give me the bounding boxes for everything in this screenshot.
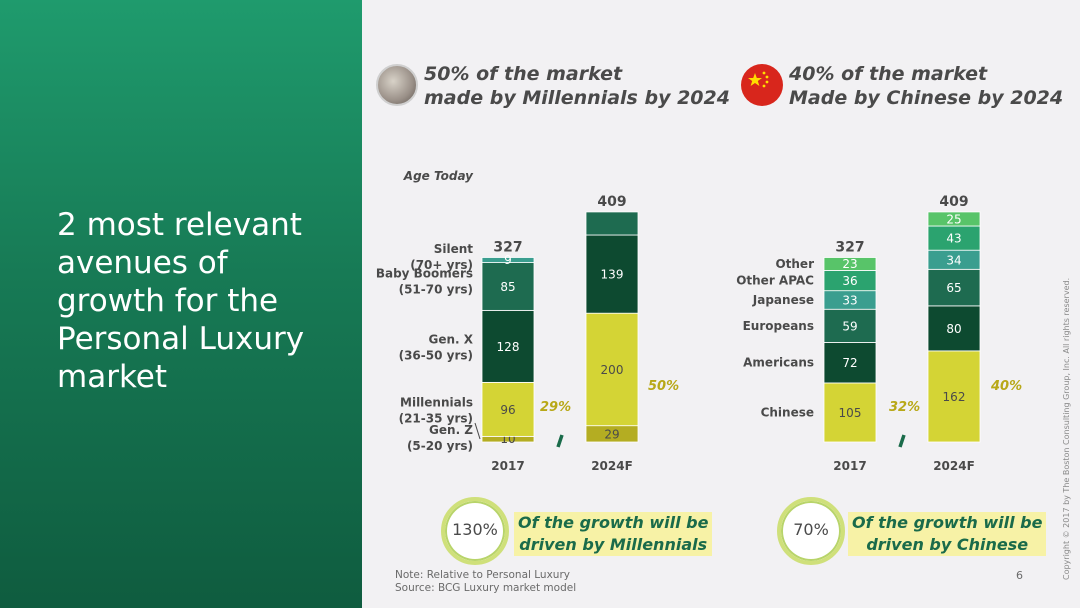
- nationality-chart-bar-1-0: [927, 350, 981, 443]
- nationality-chart-series-label: Europeans: [743, 319, 814, 333]
- nationality-chart-value-label: 23: [842, 257, 857, 271]
- left-header-line2: made by Millennials by 2024: [424, 87, 730, 109]
- age-chart-series-label: Silent: [434, 242, 474, 256]
- age-chart-bar-0-3: [481, 262, 535, 311]
- age-chart-total-label: 327: [493, 240, 522, 256]
- nationality-chart-bar-1-1: [927, 305, 981, 352]
- age-chart-value-label: 96: [500, 403, 515, 417]
- nationality-chart-share-label: 32%: [889, 400, 920, 415]
- nationality-chart-value-label: 65: [946, 281, 961, 295]
- left-header: 50% of the market made by Millennials by…: [424, 62, 730, 110]
- age-chart-series-sublabel: (5-20 yrs): [407, 439, 473, 453]
- nationality-chart-value-label: 43: [946, 232, 961, 246]
- nationality-chart-total-label: 327: [835, 240, 864, 256]
- nationality-chart-series-label: Other: [775, 257, 814, 271]
- age-chart-bar-1-1: [585, 312, 639, 427]
- left-growth-text: Of the growth will be driven by Millenni…: [514, 512, 713, 556]
- nationality-chart-value-label: 59: [842, 319, 857, 333]
- nationality-chart-bar-1-2: [927, 268, 981, 307]
- age-chart-share-label: 50%: [648, 379, 679, 394]
- age-chart-series-sublabel: (51-70 yrs): [399, 282, 473, 296]
- nationality-chart-value-label: 36: [842, 274, 857, 288]
- age-today-annotation: Age Today: [403, 169, 474, 183]
- age-chart-series-sublabel: (36-50 yrs): [399, 348, 473, 362]
- millennials-photo-icon: [376, 64, 418, 106]
- nationality-chart-total-label: 409: [939, 194, 968, 210]
- nationality-chart-x-tick-label: 2017: [833, 459, 866, 473]
- left-growth-circle: 130%: [441, 497, 509, 565]
- right-growth-percent: 70%: [793, 520, 829, 539]
- page-number: 6: [1016, 569, 1023, 582]
- age-chart-break-marker: [556, 434, 564, 448]
- nationality-chart-bar-0-5: [823, 257, 877, 271]
- age-chart-value-label: 200: [601, 363, 624, 377]
- nationality-chart-value-label: 162: [943, 390, 966, 404]
- china-flag-icon: [741, 64, 783, 106]
- nationality-chart-bar-1-4: [927, 225, 981, 251]
- nationality-chart-value-label: 72: [842, 356, 857, 370]
- nationality-chart-value-label: 25: [946, 212, 961, 226]
- nationality-chart-value-label: 34: [946, 253, 961, 267]
- nationality-chart-value-label: 105: [839, 406, 862, 420]
- age-chart-series-sublabel: (70+ yrs): [410, 258, 473, 272]
- nationality-chart-bar-0-0: [823, 382, 877, 443]
- right-header-line1: 40% of the market: [789, 63, 988, 85]
- source-text: Source: BCG Luxury market model: [395, 582, 577, 594]
- nationality-chart-break-marker: [898, 434, 906, 448]
- nationality-chart-bar-0-1: [823, 342, 877, 384]
- age-chart-value-label: 85: [500, 280, 515, 294]
- age-chart-x-tick-label: 2024F: [591, 459, 633, 473]
- age-chart-bar-1-2: [585, 234, 639, 314]
- genz-leader-line: [474, 422, 481, 440]
- age-chart-value-label: 9: [504, 253, 512, 267]
- age-chart-series-sublabel: (21-35 yrs): [399, 411, 473, 425]
- age-chart-total-label: 409: [597, 194, 626, 210]
- nationality-chart-bar-0-2: [823, 308, 877, 343]
- nationality-chart-series-label: Other APAC: [736, 274, 814, 288]
- age-chart-bar-1-3: [585, 211, 639, 236]
- left-panel: [0, 0, 362, 608]
- flag-stars: [748, 71, 769, 88]
- left-header-line1: 50% of the market: [424, 63, 623, 85]
- right-growth-circle: 70%: [777, 497, 845, 565]
- age-chart-x-tick-label: 2017: [491, 459, 524, 473]
- age-chart-share-label: 29%: [540, 400, 571, 415]
- nationality-chart-value-label: 80: [946, 322, 961, 336]
- age-chart-value-label: 128: [497, 340, 520, 354]
- nationality-chart-bar-1-5: [927, 211, 981, 227]
- age-chart-series-label: Gen. X: [428, 332, 473, 346]
- right-header-line2: Made by Chinese by 2024: [789, 87, 1064, 109]
- nationality-chart-series-label: Japanese: [752, 293, 814, 307]
- age-chart-series-label: Gen. Z: [429, 423, 473, 437]
- age-chart-bar-0-4: [481, 257, 535, 263]
- footnote: Note: Relative to Personal Luxury Source…: [395, 569, 576, 595]
- nationality-chart-series-label: Americans: [743, 356, 814, 370]
- right-growth-text: Of the growth will be driven by Chinese: [848, 512, 1047, 556]
- age-chart-series-label: Millennials: [400, 395, 473, 409]
- age-chart-value-label: 29: [604, 427, 619, 441]
- nationality-chart-x-tick-label: 2024F: [933, 459, 975, 473]
- nationality-chart-value-label: 33: [842, 293, 857, 307]
- slide-title: 2 most relevant avenues of growth for th…: [57, 207, 305, 395]
- age-chart-series-label: Baby Boomers: [376, 266, 473, 280]
- nationality-chart-share-label: 40%: [990, 379, 1022, 394]
- nationality-chart-series-label: Chinese: [761, 405, 814, 419]
- left-growth-percent: 130%: [452, 520, 498, 539]
- age-chart-bar-0-2: [481, 309, 535, 383]
- note-text: Note: Relative to Personal Luxury: [395, 569, 570, 581]
- right-header: 40% of the market Made by Chinese by 202…: [789, 62, 1063, 110]
- age-chart-value-label: 139: [601, 268, 624, 282]
- copyright-text: Copyright © 2017 by The Boston Consultin…: [1062, 277, 1071, 580]
